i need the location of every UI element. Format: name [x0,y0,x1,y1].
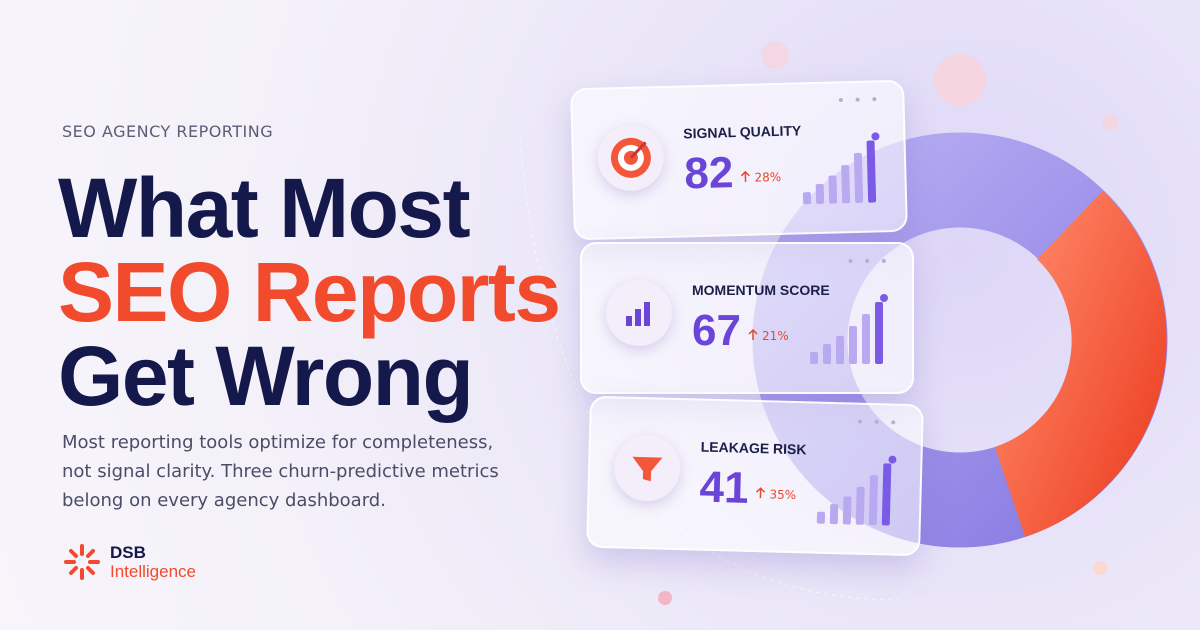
spark-dot [888,455,897,464]
metric-value: 41 [699,462,750,513]
sparkbars [816,455,897,526]
headline: What Most SEO Reports Get Wrong [58,161,561,423]
metric-icon [606,280,672,346]
description-line: belong on every agency dashboard. [62,490,386,511]
spark-dot [871,132,880,141]
logo: DSB Intelligence [62,542,196,582]
spark-dot [880,294,888,302]
eyebrow: SEO AGENCY REPORTING [62,122,274,141]
description-line: not signal clarity. Three churn-predicti… [62,461,499,482]
logo-line: DSB [110,543,146,562]
metric-change: 28% [740,169,781,185]
headline-line: Get Wrong [58,329,474,423]
spark-bar [836,336,844,364]
logo-text: DSB Intelligence [110,543,196,581]
logo-line: Intelligence [110,562,197,581]
bead [1093,561,1107,575]
change-text: 35% [769,487,797,503]
bokeh [934,54,986,106]
spark-bar [853,152,864,203]
metric-label: LEAKAGE RISK [700,438,807,458]
metric-label: MOMENTUM SCORE [692,282,830,298]
spark-bar [866,140,877,203]
spark-bar [810,352,818,364]
metric-value: 82 [683,148,734,199]
spark-bar [868,475,879,526]
headline-line: What Most [58,161,471,255]
spark-bar [842,496,852,525]
spark-bar [862,314,870,364]
spark-bar [841,165,851,204]
metric-label: SIGNAL QUALITY [683,122,802,142]
card-menu: • • • [836,92,881,110]
metric-value: 67 [692,306,741,355]
change-text: 21% [762,329,789,343]
logo-mark [64,544,100,580]
metric-card: • • • MOMENTUM SCORE 67 21% [580,242,914,394]
metric-change: 35% [755,486,796,502]
spark-bar [828,175,838,204]
card-menu: • • • [846,254,890,270]
spark-bar [816,511,826,524]
spark-bar [823,344,831,364]
bokeh [761,41,789,69]
sparkbars [810,294,888,364]
metric-icon [613,434,682,503]
sparkbars [802,132,880,205]
description-line: Most reporting tools optimize for comple… [62,432,494,453]
metric-card: • • • LEAKAGE RISK 41 35% [586,395,924,557]
spark-bar [855,486,865,525]
metric-icon [597,123,665,192]
metric-change: 21% [748,328,789,343]
change-text: 28% [754,169,782,185]
spark-bar [802,192,812,205]
bokeh [1102,114,1118,130]
card-menu: • • • [855,414,900,432]
spark-bar [849,326,857,364]
bead [658,591,672,605]
spark-bar [829,504,839,525]
description: Most reporting tools optimize for comple… [62,428,499,515]
headline-line: SEO Reports [58,245,561,339]
donut-arc [993,190,1167,538]
spark-bar [875,302,883,364]
spark-bar [881,463,892,526]
metric-card: • • • SIGNAL QUALITY 82 28% [570,79,908,241]
spark-bar [815,183,825,204]
